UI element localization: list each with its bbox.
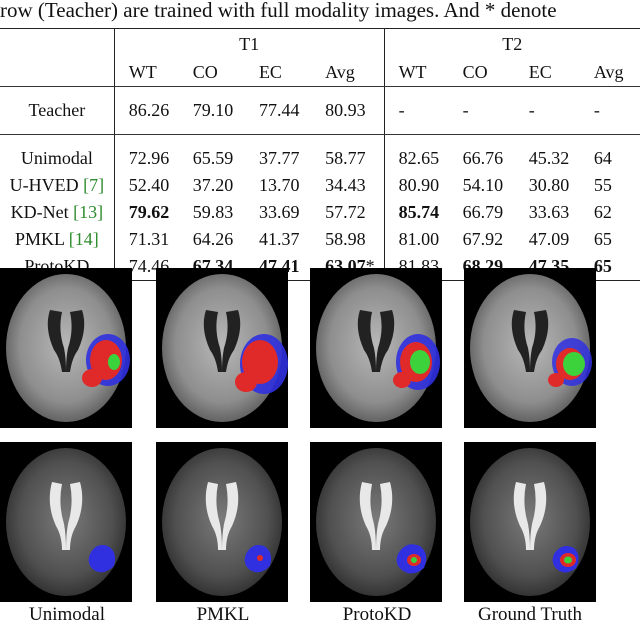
t2-protokd-image: [310, 442, 442, 602]
method-cell: Teacher: [0, 97, 115, 124]
t1-protokd-image: [310, 268, 442, 428]
column-header-row: WT CO EC Avg WT CO EC Avg: [0, 59, 640, 87]
t2-ground-truth-image: [464, 442, 596, 602]
t2-pmkl-image: [156, 442, 288, 602]
group-header-row: T1 T2: [0, 28, 640, 59]
citation-link[interactable]: [13]: [73, 202, 104, 222]
col-co: CO: [178, 59, 245, 87]
method-cell: KD-Net [13]: [0, 199, 115, 226]
table-row-kdnet: KD-Net [13] 79.62 59.83 33.69 57.72 85.7…: [0, 199, 640, 226]
t2-unimodal-image: [0, 442, 132, 602]
col-avg: Avg: [311, 59, 385, 87]
group-t2: T2: [384, 28, 640, 59]
method-cell: PMKL [14]: [0, 226, 115, 253]
col-ec: EC: [244, 59, 312, 87]
caption-text: row (Teacher) are trained with full moda…: [0, 0, 557, 22]
label-ground-truth: Ground Truth: [478, 604, 582, 625]
col-co: CO: [448, 59, 515, 87]
group-t1: T1: [114, 28, 385, 59]
col-avg: Avg: [579, 59, 640, 87]
method-cell: U-HVED [7]: [0, 172, 115, 199]
method-cell: Unimodal: [0, 145, 115, 172]
significance-star: *: [365, 256, 375, 276]
citation-link[interactable]: [14]: [68, 229, 99, 249]
label-unimodal: Unimodal: [29, 604, 105, 625]
table-row-uhved: U-HVED [7] 52.40 37.20 13.70 34.43 80.90…: [0, 172, 640, 199]
citation-link[interactable]: [7]: [83, 175, 105, 195]
table-row-teacher: Teacher 86.26 79.10 77.44 80.93 - - - -: [0, 97, 640, 124]
t1-pmkl-image: [156, 268, 288, 428]
t1-unimodal-image: [0, 268, 132, 428]
label-protokd: ProtoKD: [342, 604, 412, 625]
col-wt: WT: [114, 59, 179, 87]
results-table: T1 T2 WT CO EC Avg WT CO EC Avg Teacher …: [0, 28, 640, 283]
label-pmkl: PMKL: [196, 604, 250, 625]
table-row-unimodal: Unimodal 72.96 65.59 37.77 58.77 82.65 6…: [0, 145, 640, 172]
table-row-pmkl: PMKL [14] 71.31 64.26 41.37 58.98 81.00 …: [0, 226, 640, 253]
t1-ground-truth-image: [464, 268, 596, 428]
col-wt: WT: [384, 59, 449, 87]
col-ec: EC: [514, 59, 580, 87]
